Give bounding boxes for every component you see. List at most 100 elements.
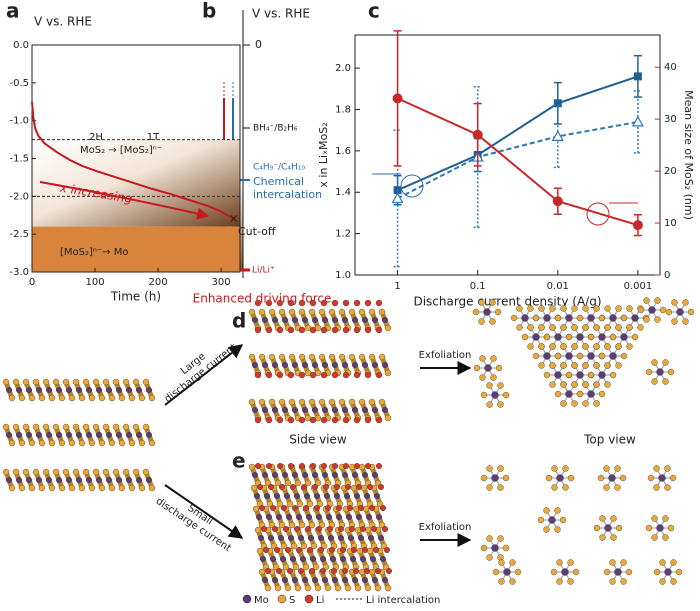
atom bbox=[562, 465, 569, 472]
atom bbox=[364, 568, 371, 575]
atom bbox=[598, 333, 606, 341]
atom bbox=[58, 484, 66, 492]
marker bbox=[631, 115, 644, 127]
atom bbox=[483, 308, 491, 316]
y2-tick-label: 0 bbox=[664, 270, 670, 281]
atom bbox=[82, 378, 90, 386]
atom bbox=[38, 439, 46, 447]
atom bbox=[332, 407, 339, 414]
atom bbox=[135, 477, 142, 484]
atom bbox=[353, 568, 360, 575]
atom bbox=[604, 305, 611, 312]
atom bbox=[312, 407, 319, 414]
atom bbox=[132, 468, 140, 476]
atom bbox=[651, 359, 658, 366]
atom bbox=[42, 423, 50, 431]
atom bbox=[331, 568, 338, 575]
atom bbox=[647, 474, 655, 482]
atom bbox=[332, 362, 339, 369]
atom bbox=[298, 416, 306, 424]
annotation: Cut-off bbox=[238, 225, 276, 238]
atom bbox=[358, 398, 366, 406]
atom bbox=[490, 355, 497, 362]
atom bbox=[292, 505, 299, 512]
atom bbox=[258, 568, 266, 576]
atom bbox=[543, 314, 551, 322]
atom bbox=[669, 474, 677, 482]
atom bbox=[334, 484, 341, 491]
atom bbox=[353, 416, 361, 424]
atom bbox=[497, 484, 504, 491]
annotation: 1T bbox=[147, 132, 160, 143]
atom bbox=[615, 343, 622, 350]
x-tick-label: 0.01 bbox=[547, 281, 569, 292]
panel-label: b bbox=[202, 0, 216, 23]
atom bbox=[486, 535, 493, 542]
arrow-label: Exfoliation bbox=[419, 350, 472, 361]
atom bbox=[353, 371, 361, 379]
atom bbox=[56, 477, 63, 484]
atom bbox=[288, 535, 295, 542]
atom bbox=[516, 305, 523, 312]
atom bbox=[498, 559, 505, 566]
atom bbox=[582, 381, 589, 388]
atom bbox=[502, 474, 510, 482]
atom bbox=[604, 343, 611, 350]
atom bbox=[372, 317, 379, 324]
atom bbox=[604, 324, 611, 331]
atom bbox=[112, 468, 120, 476]
atom bbox=[598, 352, 606, 360]
atom bbox=[282, 407, 289, 414]
atom bbox=[283, 526, 290, 533]
atom bbox=[375, 326, 383, 334]
atom bbox=[122, 378, 130, 386]
atom bbox=[298, 353, 306, 361]
atom bbox=[5, 432, 12, 439]
level-label: C₄H₉⁻/C₄H₁₀ bbox=[253, 163, 305, 173]
atom bbox=[145, 477, 152, 484]
y-tick-label: -1.0 bbox=[9, 116, 29, 127]
atom bbox=[138, 484, 146, 492]
atom bbox=[115, 477, 122, 484]
atom bbox=[384, 547, 391, 554]
atom bbox=[336, 505, 343, 512]
atom bbox=[375, 416, 383, 424]
data-line bbox=[397, 120, 639, 200]
atom bbox=[609, 352, 617, 360]
atom bbox=[105, 387, 112, 394]
atom bbox=[82, 423, 90, 431]
atom bbox=[497, 535, 504, 542]
atom bbox=[670, 559, 677, 566]
atom bbox=[16, 477, 23, 484]
atom bbox=[342, 416, 350, 424]
atom bbox=[85, 432, 92, 439]
atom bbox=[350, 484, 358, 492]
atom bbox=[306, 514, 313, 521]
atom bbox=[312, 317, 319, 324]
atom bbox=[268, 398, 276, 406]
atom bbox=[378, 398, 386, 406]
atom bbox=[382, 407, 389, 414]
atom bbox=[342, 568, 349, 575]
atom bbox=[609, 371, 617, 379]
atom bbox=[248, 308, 256, 316]
atom bbox=[98, 484, 106, 492]
atom bbox=[651, 534, 658, 541]
x-tick-label: 300 bbox=[212, 277, 231, 288]
atom bbox=[310, 556, 317, 563]
atom bbox=[559, 516, 567, 524]
atom bbox=[582, 305, 589, 312]
atom bbox=[491, 474, 499, 482]
atom bbox=[128, 484, 136, 492]
atom bbox=[352, 505, 360, 513]
atom bbox=[352, 472, 359, 479]
atom bbox=[376, 463, 383, 470]
atom bbox=[72, 423, 80, 431]
atom bbox=[276, 326, 284, 334]
atom bbox=[65, 432, 72, 439]
atom bbox=[286, 500, 294, 508]
atom bbox=[554, 371, 562, 379]
atom bbox=[250, 484, 258, 492]
atom bbox=[92, 423, 100, 431]
atom bbox=[5, 387, 12, 394]
